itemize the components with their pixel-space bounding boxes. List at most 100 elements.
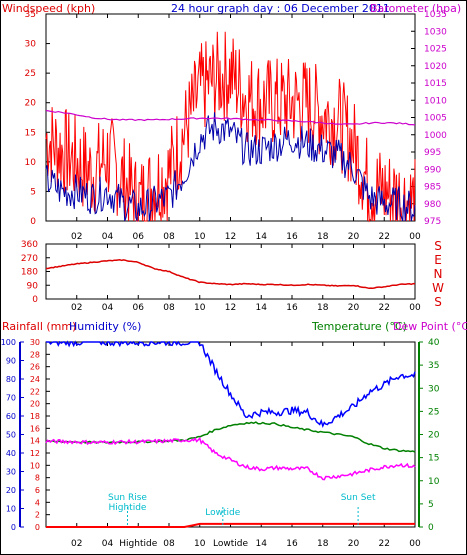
humidity-label: Humidity (%) xyxy=(69,320,141,333)
climate-xtick-label: 00 xyxy=(409,539,421,549)
hum-ytick-label: 70 xyxy=(6,394,16,403)
wind-ytick-label: 5 xyxy=(30,187,36,197)
temp-ytick-label: 30 xyxy=(428,384,440,394)
rain-ytick-label: 30 xyxy=(30,338,40,347)
baro-ytick-label: 1000 xyxy=(424,131,447,141)
windspeed-line xyxy=(45,31,416,223)
wind-xtick-label: 06 xyxy=(133,232,145,242)
baro-ytick-label: 1010 xyxy=(424,96,447,106)
dir-ytick-label: 270 xyxy=(21,254,38,264)
rain-ytick-label: 10 xyxy=(30,461,40,470)
rain-ytick-label: 2 xyxy=(35,511,40,520)
baro-ytick-label: 1020 xyxy=(424,62,447,72)
wind-xtick-label: 08 xyxy=(163,232,175,242)
rain-ytick-label: 8 xyxy=(35,474,40,483)
hum-ytick-label: 30 xyxy=(6,468,16,477)
rain-ytick-label: 0 xyxy=(35,523,40,532)
rain-ytick-label: 24 xyxy=(30,375,40,384)
climate-xtick-label: 18 xyxy=(317,539,329,549)
dir-xtick-label: 04 xyxy=(102,303,114,313)
hum-ytick-label: 10 xyxy=(6,505,16,514)
dir-xtick-label: 18 xyxy=(317,303,329,313)
wind-xtick-label: 00 xyxy=(409,232,421,242)
dir-ytick-label: 0 xyxy=(32,295,38,305)
climate-xtick-label: 16 xyxy=(286,539,298,549)
dir-xtick-label: 06 xyxy=(133,303,145,313)
climate-xtick-label: Lowtide xyxy=(213,539,248,549)
compass-label: S xyxy=(434,295,442,309)
climate-xtick-label: 02 xyxy=(71,539,82,549)
wind-xtick-label: 02 xyxy=(71,232,82,242)
wind-ytick-label: 10 xyxy=(25,158,37,168)
rain-ytick-label: 16 xyxy=(30,424,40,433)
wind-xtick-label: 10 xyxy=(194,232,206,242)
humidity-line xyxy=(46,340,416,428)
dir-xtick-label: 10 xyxy=(194,303,206,313)
wind-ytick-label: 15 xyxy=(25,128,36,138)
dir-ytick-label: 90 xyxy=(27,281,39,291)
hum-ytick-label: 90 xyxy=(6,357,16,366)
hum-ytick-label: 60 xyxy=(6,412,16,421)
climate-xtick-label: 14 xyxy=(256,539,268,549)
hum-ytick-label: 50 xyxy=(6,431,16,440)
windspeed-label: Windspeed (kph) xyxy=(2,2,95,15)
dir-ytick-label: 180 xyxy=(21,268,38,278)
wind-xtick-label: 20 xyxy=(348,232,360,242)
hum-ytick-label: 20 xyxy=(6,486,16,495)
baro-ytick-label: 1030 xyxy=(424,27,447,37)
wind-direction-line xyxy=(45,259,416,290)
wind-ytick-label: 35 xyxy=(25,10,36,20)
wind-ytick-label: 20 xyxy=(25,99,37,109)
dir-xtick-label: 02 xyxy=(71,303,82,313)
wind-xtick-label: 04 xyxy=(102,232,114,242)
rain-ytick-label: 4 xyxy=(35,498,40,507)
temp-ytick-label: 5 xyxy=(428,500,434,510)
climate-xtick-label: Hightide xyxy=(119,539,157,549)
climate-xtick-label: 10 xyxy=(194,539,206,549)
rain-ytick-label: 14 xyxy=(30,437,40,446)
wind-average-line xyxy=(45,112,416,223)
temp-ytick-label: 35 xyxy=(428,361,439,371)
hum-ytick-label: 80 xyxy=(6,375,16,384)
sunset-annotation: Sun Set xyxy=(341,493,376,503)
dir-xtick-label: 16 xyxy=(286,303,298,313)
wind-xtick-label: 16 xyxy=(286,232,298,242)
wind-panel xyxy=(45,13,416,222)
dir-xtick-label: 12 xyxy=(225,303,236,313)
barometer-label: Barometer (hpa) xyxy=(370,2,461,15)
temp-ytick-label: 20 xyxy=(428,431,440,441)
temp-ytick-label: 25 xyxy=(428,407,439,417)
hum-ytick-label: 100 xyxy=(1,338,16,347)
rain-ytick-label: 6 xyxy=(35,486,40,495)
barometer-line xyxy=(45,109,416,126)
rainfall-label: Rainfall (mm) xyxy=(2,320,76,333)
baro-ytick-label: 975 xyxy=(424,217,441,227)
baro-ytick-label: 990 xyxy=(424,165,441,175)
climate-xtick-label: 08 xyxy=(163,539,175,549)
wind-ytick-label: 30 xyxy=(25,40,37,50)
temp-ytick-label: 40 xyxy=(428,338,440,348)
chart-title: 24 hour graph day : 06 December 2011 xyxy=(171,2,390,15)
hum-ytick-label: 0 xyxy=(11,523,16,532)
baro-ytick-label: 1025 xyxy=(424,45,447,55)
dir-xtick-label: 08 xyxy=(163,303,175,313)
dir-xtick-label: 00 xyxy=(409,303,421,313)
compass-label: W xyxy=(432,281,444,295)
baro-ytick-label: 1035 xyxy=(424,10,447,20)
baro-ytick-label: 980 xyxy=(424,200,441,210)
dir-ytick-label: 360 xyxy=(21,240,38,250)
rain-ytick-label: 28 xyxy=(30,350,40,359)
climate-xtick-label: 04 xyxy=(102,539,114,549)
climate-xtick-label: 20 xyxy=(348,539,360,549)
wind-xtick-label: 18 xyxy=(317,232,329,242)
wind-ytick-label: 0 xyxy=(30,217,36,227)
sunrise-annotation: Sun Rise xyxy=(108,493,147,503)
rain-ytick-label: 26 xyxy=(30,363,40,372)
rain-ytick-label: 12 xyxy=(30,449,40,458)
baro-ytick-label: 1015 xyxy=(424,79,447,89)
temp-ytick-label: 0 xyxy=(428,523,434,533)
dewpoint-label: Dew Point (°C) xyxy=(393,320,467,333)
baro-ytick-label: 985 xyxy=(424,183,441,193)
hum-ytick-label: 40 xyxy=(6,449,16,458)
